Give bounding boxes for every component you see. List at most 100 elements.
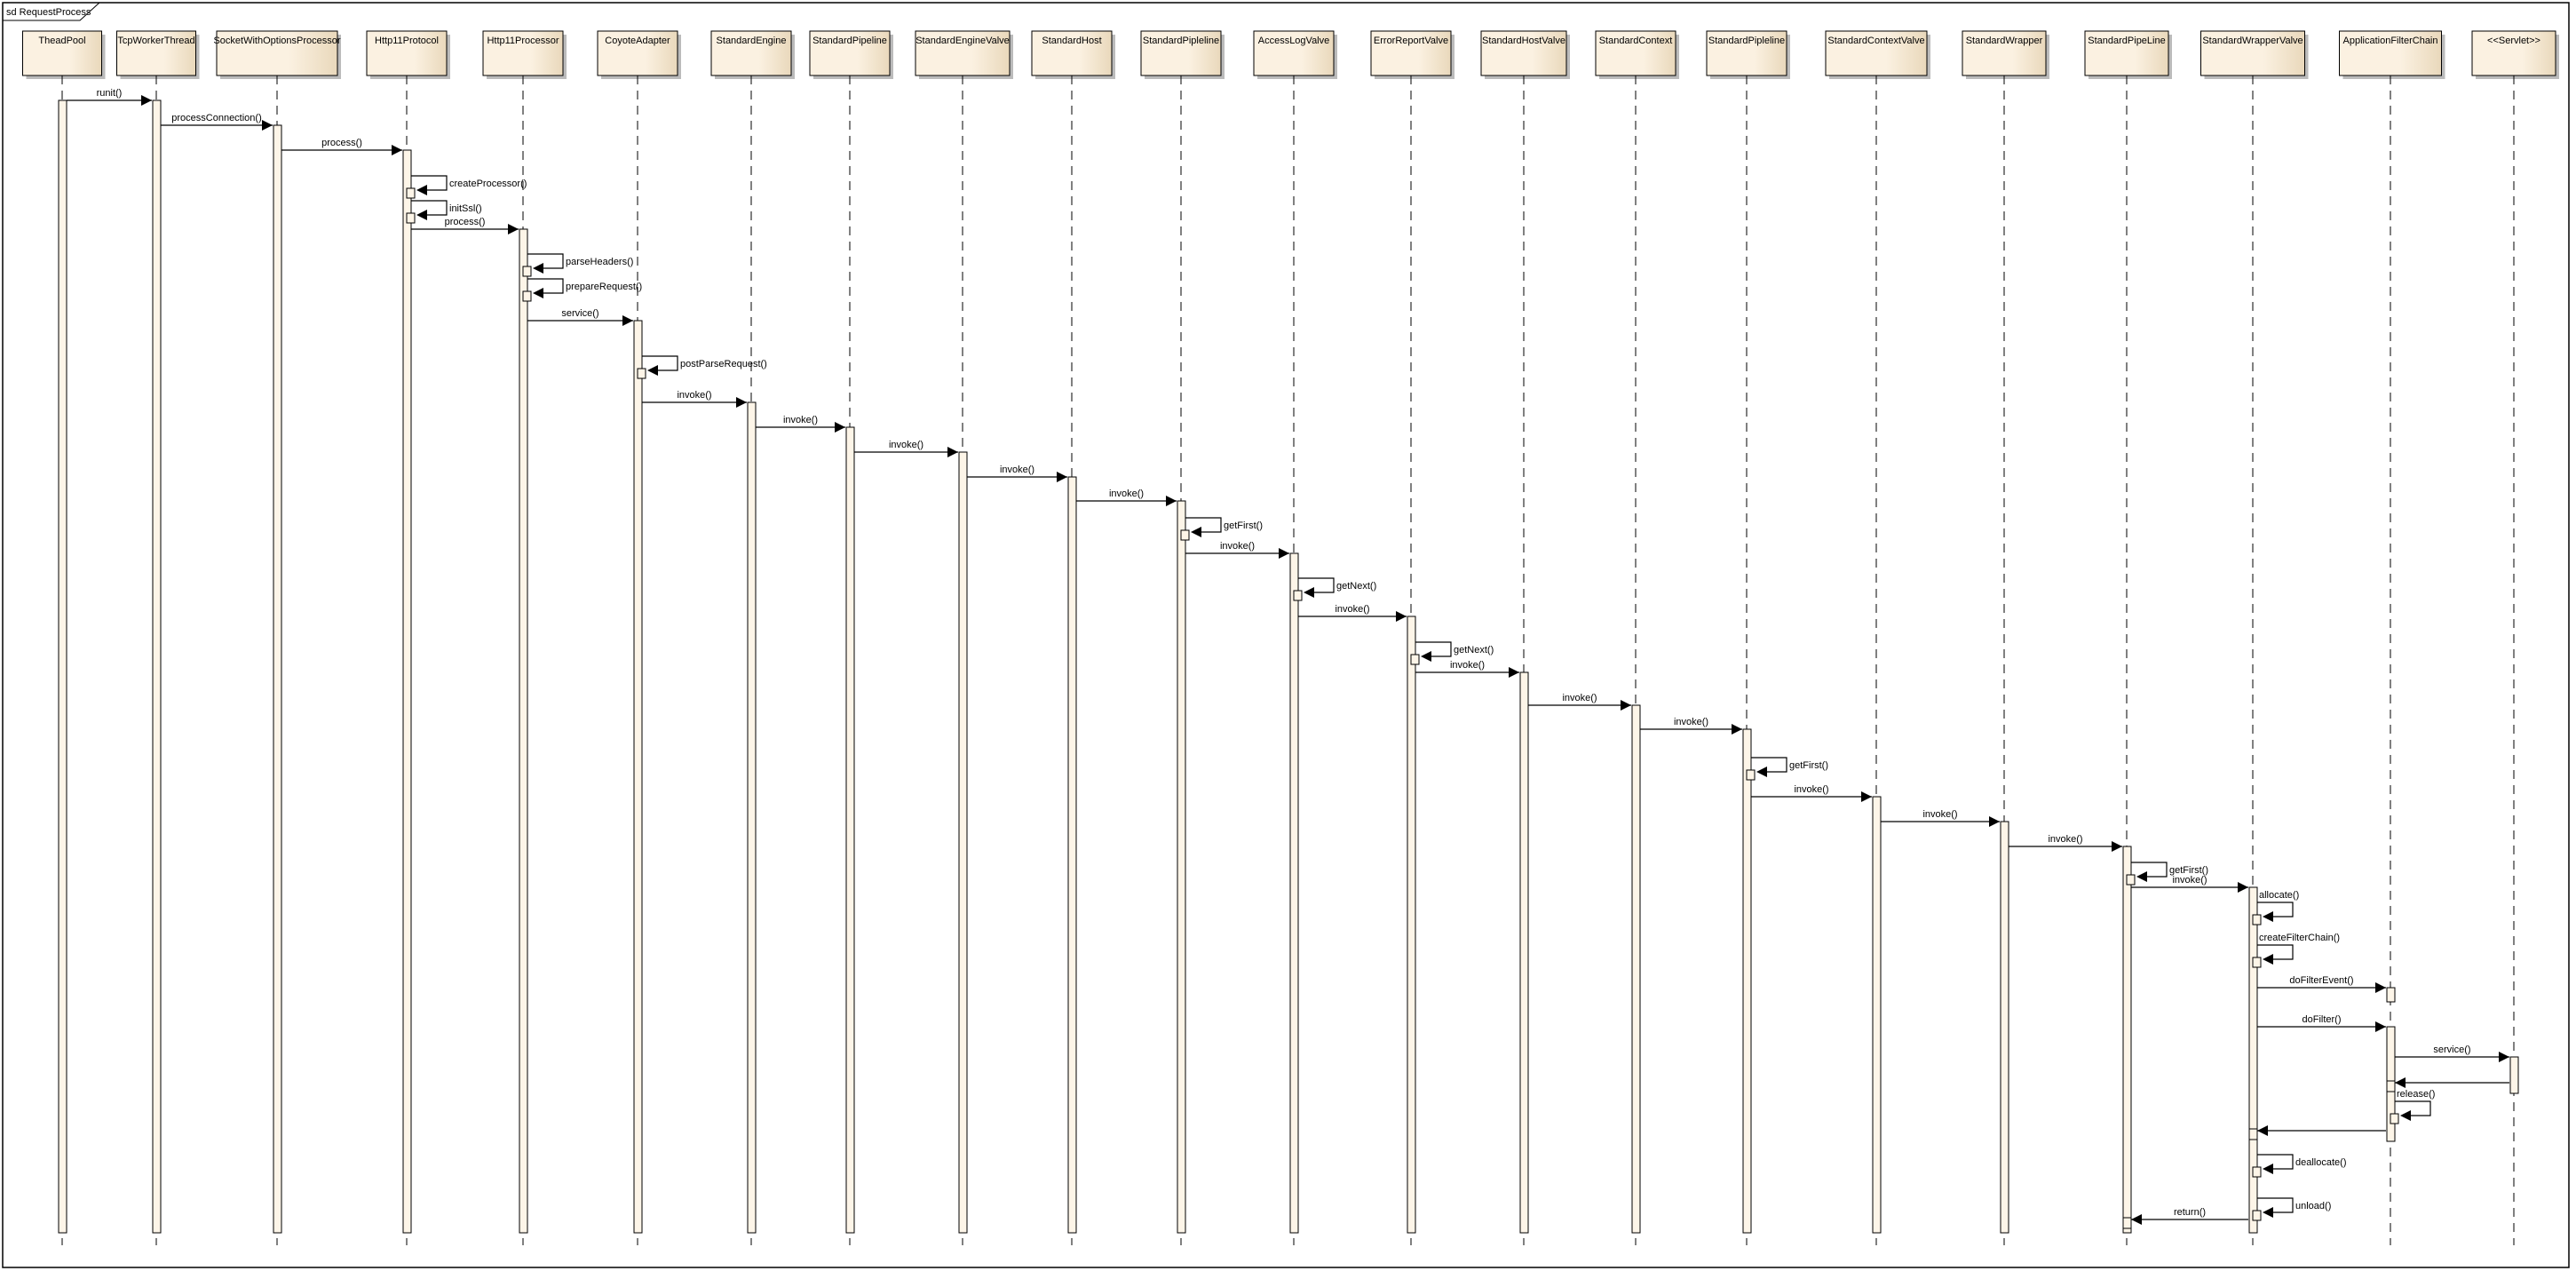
self-message[interactable]: unload() (2252, 1197, 2331, 1221)
participant-box[interactable] (1480, 30, 1567, 76)
message-label: invoke() (889, 440, 923, 450)
participant-box[interactable] (2200, 30, 2305, 76)
participant-box[interactable] (1825, 30, 1928, 76)
message[interactable] (2248, 1125, 2386, 1140)
message[interactable]: invoke() (1298, 604, 1407, 622)
self-message[interactable]: postParseRequest() (637, 355, 767, 379)
arrowhead-icon (1621, 700, 1631, 711)
message-label: getFirst() (1789, 760, 1828, 771)
message[interactable]: service() (527, 308, 633, 326)
participant-label: StandardPipeLine (2088, 36, 2165, 46)
activation-bar (2248, 886, 2258, 1234)
self-message[interactable]: createFilterChain() (2252, 933, 2340, 968)
participant-box[interactable] (482, 30, 564, 76)
message-label: invoke() (1674, 717, 1708, 727)
self-message[interactable]: getNext() (1293, 577, 1376, 601)
participant-box[interactable] (22, 30, 102, 76)
self-message[interactable]: initSsl() (406, 200, 482, 224)
message-label: service() (561, 308, 598, 319)
participant-label: ErrorReportValve (1374, 36, 1448, 46)
self-message[interactable]: release() (2390, 1089, 2435, 1124)
arrowhead-icon (392, 145, 402, 155)
message-label: service() (2433, 1045, 2470, 1055)
message[interactable]: invoke() (1640, 717, 1742, 735)
message[interactable]: process() (411, 217, 519, 234)
arrowhead-icon (2375, 982, 2386, 993)
arrowhead-icon (2112, 841, 2122, 852)
self-message[interactable]: allocate() (2252, 890, 2299, 925)
participant-label: StandardContext (1599, 36, 1673, 46)
activation-box (522, 266, 532, 277)
activation-bar (1289, 552, 1299, 1234)
lifeline: <<Servlet>> (2471, 30, 2559, 1245)
participant-box[interactable] (2471, 30, 2556, 76)
activation-bar (519, 228, 528, 1234)
participant-label: TcpWorkerThread (117, 36, 194, 46)
message[interactable]: invoke() (854, 440, 958, 457)
self-message[interactable]: parseHeaders() (522, 253, 633, 277)
message[interactable]: invoke() (2131, 875, 2248, 893)
message[interactable]: doFilterEvent() (2257, 975, 2386, 993)
participant-box[interactable] (116, 30, 196, 76)
activation-box (1746, 769, 1756, 781)
participant-box[interactable] (1031, 30, 1113, 76)
message-label: invoke() (1922, 809, 1957, 820)
activation-bar (1742, 728, 1752, 1234)
self-message[interactable]: prepareRequest() (522, 278, 642, 302)
activation-bar (2509, 1056, 2519, 1094)
participant-box[interactable] (1595, 30, 1676, 76)
participant-box[interactable] (2339, 30, 2442, 76)
message-label: invoke() (1794, 784, 1828, 795)
participant-label: StandardEngineValve (915, 36, 1010, 46)
self-message[interactable]: getFirst() (1746, 757, 1828, 781)
message[interactable]: doFilter() (2257, 1014, 2386, 1032)
participant-box[interactable] (1140, 30, 1222, 76)
message[interactable]: invoke() (1076, 489, 1177, 506)
lifeline: StandardContext (1595, 30, 1679, 1245)
message[interactable]: runit() (67, 88, 152, 106)
activation-box (406, 212, 416, 224)
activation-box (2252, 914, 2262, 925)
participant-box[interactable] (915, 30, 1011, 76)
message[interactable]: processConnection() (161, 113, 273, 131)
message[interactable]: invoke() (2009, 834, 2122, 852)
arrowhead-icon (736, 397, 747, 408)
participant-box[interactable] (216, 30, 338, 76)
message-label: invoke() (1335, 604, 1369, 615)
self-message[interactable]: getFirst() (2126, 862, 2208, 886)
arrowhead-icon (262, 120, 273, 131)
participant-box[interactable] (1370, 30, 1452, 76)
participant-box[interactable] (710, 30, 792, 76)
self-message[interactable]: createProcessor() (406, 175, 527, 199)
message-label: runit() (97, 88, 123, 99)
participant-box[interactable] (597, 30, 678, 76)
message-label: deallocate() (2295, 1157, 2346, 1168)
message-label: doFilter() (2302, 1014, 2341, 1025)
message[interactable]: invoke() (1185, 541, 1289, 559)
self-message[interactable]: deallocate() (2252, 1154, 2346, 1178)
message[interactable]: return() (2122, 1207, 2248, 1229)
participant-label: StandardWrapperValve (2202, 36, 2303, 46)
arrowhead-icon (533, 288, 543, 298)
message[interactable]: invoke() (1881, 809, 2000, 827)
self-message[interactable]: getFirst() (1180, 517, 1263, 541)
message[interactable]: invoke() (1751, 784, 1872, 802)
message-label: unload() (2295, 1201, 2331, 1211)
arrowhead-icon (835, 422, 845, 433)
message[interactable]: invoke() (1528, 693, 1631, 711)
message[interactable]: process() (281, 138, 402, 155)
lifeline: Http11Protocol (366, 30, 450, 1245)
activation-bar (633, 320, 643, 1234)
message[interactable]: invoke() (756, 415, 845, 433)
arrowhead-icon (416, 185, 427, 195)
lifeline: ApplicationFilterChain (2339, 30, 2445, 1245)
message[interactable]: invoke() (1415, 660, 1519, 678)
message-label: process() (321, 138, 362, 148)
message[interactable]: invoke() (642, 390, 747, 408)
message[interactable] (2386, 1077, 2509, 1092)
message[interactable]: service() (2395, 1045, 2509, 1062)
participant-label: Http11Processor (487, 36, 559, 46)
self-message[interactable]: getNext() (1410, 641, 1494, 665)
message[interactable]: invoke() (967, 465, 1067, 482)
participant-box[interactable] (1706, 30, 1787, 76)
